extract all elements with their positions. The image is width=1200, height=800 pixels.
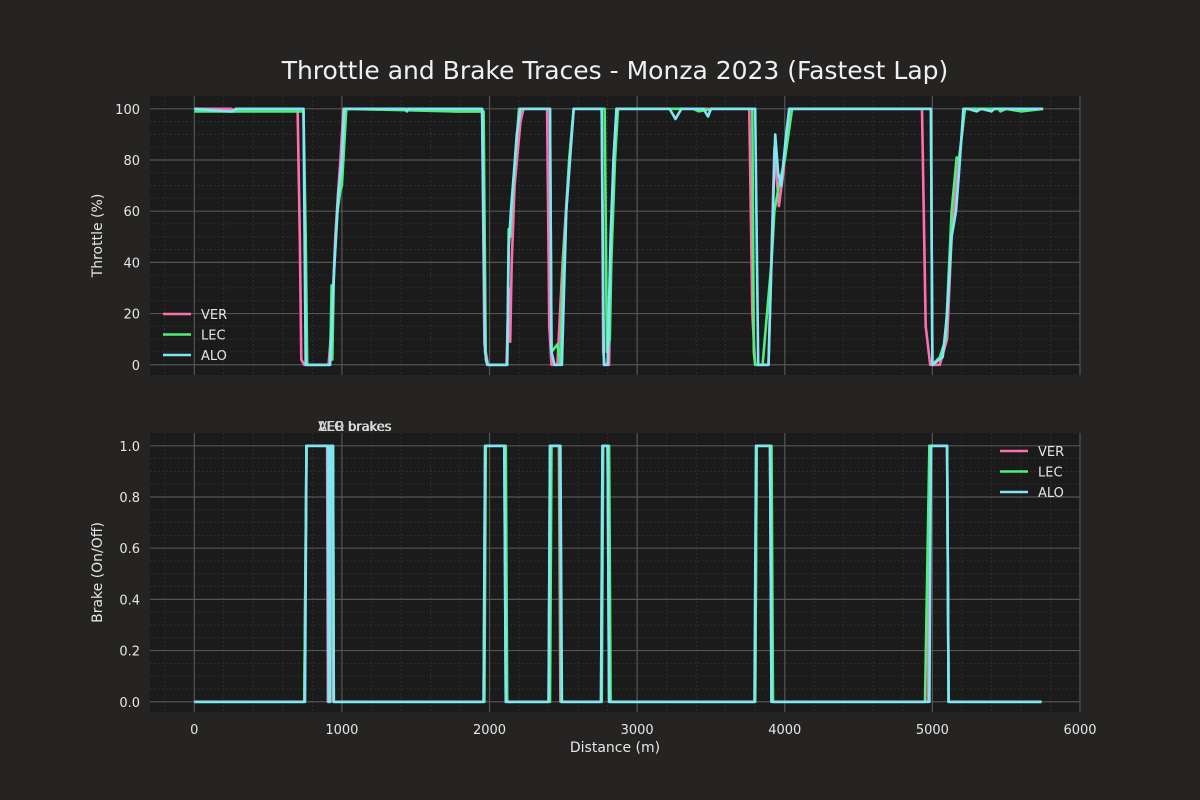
y-tick-label: 1.0 — [119, 440, 140, 455]
brake-panel: 0.0 0.2 0.4 0.6 0.8 1.0 0 1000 2000 3000 4000 5000 6… — [90, 420, 1097, 756]
series-line-alo — [194, 107, 1044, 367]
y-tick-label: 0.0 — [119, 696, 140, 711]
x-tick-label: 2000 — [473, 723, 506, 738]
brake-annotation: ALO brakes — [318, 420, 392, 435]
y-tick-label: 0.4 — [119, 593, 140, 608]
legend-label-lec: LEC — [1038, 466, 1063, 481]
legend-label-lec: LEC — [201, 329, 226, 344]
series-line-alo — [194, 444, 1042, 704]
x-tick-label: 0 — [190, 723, 198, 738]
plot-area — [150, 433, 1080, 712]
chart-title: Throttle and Brake Traces - Monza 2023 (… — [281, 56, 949, 85]
x-tick-label: 3000 — [621, 723, 654, 738]
legend-label-ver: VER — [1038, 445, 1064, 460]
y-tick-label: 60 — [123, 205, 140, 220]
x-tick-label: 4000 — [768, 723, 801, 738]
y-tick-label: 80 — [123, 154, 140, 169]
y-axis-label: Throttle (%) — [90, 194, 106, 279]
legend-label-alo: ALO — [1038, 486, 1064, 501]
y-tick-label: 40 — [123, 256, 140, 271]
legend-label-ver: VER — [201, 308, 227, 323]
y-tick-label: 0.2 — [119, 645, 140, 660]
brake-annotation: LEC brakes — [319, 420, 391, 435]
y-tick-label: 20 — [123, 308, 140, 323]
brake-annotation: VER brakes — [318, 420, 392, 435]
x-axis-label: Distance (m) — [570, 740, 660, 756]
x-tick-label: 1000 — [325, 723, 358, 738]
y-axis-label: Brake (On/Off) — [90, 522, 106, 623]
x-tick-label: 5000 — [916, 723, 949, 738]
y-tick-label: 0.6 — [119, 542, 140, 557]
x-tick-label: 6000 — [1063, 723, 1096, 738]
throttle-panel: 0 20 40 60 80 100 Throttle (%) VER LEC ALO — [90, 96, 1081, 375]
legend-label-alo: ALO — [201, 349, 227, 364]
y-tick-label: 100 — [115, 103, 140, 118]
y-tick-label: 0.8 — [119, 491, 140, 506]
y-tick-label: 0 — [132, 359, 140, 374]
